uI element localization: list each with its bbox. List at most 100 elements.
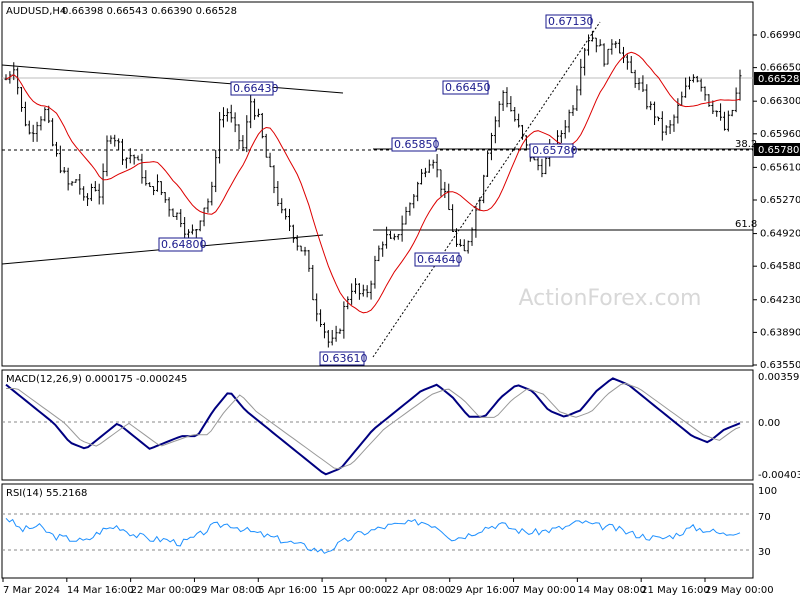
candle	[377, 245, 381, 262]
candle	[676, 98, 680, 124]
candle	[656, 116, 660, 122]
candle	[571, 105, 575, 116]
candle	[653, 101, 657, 125]
price-tick-label: 0.66300	[760, 96, 800, 107]
candle	[74, 179, 78, 183]
candle	[225, 108, 229, 122]
candle	[202, 207, 206, 227]
time-tick-label: 22 Apr 08:00	[386, 585, 451, 596]
candle	[140, 153, 144, 184]
candle	[567, 109, 571, 133]
time-tick-label: 29 May 00:00	[705, 585, 774, 596]
rsi-panel	[1, 483, 754, 579]
candle	[70, 181, 74, 186]
candle	[47, 105, 51, 124]
candle	[155, 174, 159, 192]
candle	[58, 145, 62, 174]
candle	[505, 87, 509, 108]
candle	[672, 114, 676, 132]
candle	[590, 30, 594, 42]
candle	[218, 111, 222, 164]
candle	[124, 157, 128, 169]
candle	[23, 101, 27, 127]
candle	[497, 101, 501, 128]
candle	[311, 264, 315, 301]
candle	[431, 159, 435, 169]
time-tick-label: 5 Apr 16:00	[258, 585, 317, 596]
candle	[31, 124, 35, 142]
candle	[357, 283, 361, 300]
candle	[253, 98, 257, 120]
candle	[369, 280, 373, 300]
candle	[381, 241, 385, 257]
candle	[198, 220, 202, 232]
candle	[454, 228, 458, 247]
price-tick-label: 0.63890	[760, 327, 800, 338]
candle	[260, 112, 264, 139]
time-tick-label: 29 Apr 16:00	[450, 585, 515, 596]
annotation-0.64640: 0.64640	[414, 252, 463, 267]
candle	[462, 239, 466, 252]
chart-header-ohlc: 0.66398 0.66543 0.66390 0.66528	[62, 6, 237, 17]
candle	[641, 75, 645, 92]
rsi-tick-label: 30	[758, 547, 771, 558]
candle	[501, 90, 505, 111]
candle	[695, 75, 699, 83]
rsi-line	[5, 517, 741, 554]
candle	[420, 168, 424, 185]
candle	[241, 135, 245, 152]
candle	[365, 285, 369, 298]
candle	[322, 322, 326, 339]
price-tick-label: 0.63550	[760, 360, 800, 371]
candle	[470, 227, 474, 246]
candle	[338, 328, 342, 334]
current-price-tag: 0.66528	[754, 72, 800, 85]
candle	[412, 194, 416, 209]
price-tick-label: 0.66650	[760, 63, 800, 74]
watermark: ActionForex.com	[519, 286, 702, 311]
candle	[400, 215, 404, 242]
candle	[268, 152, 272, 168]
candle	[303, 246, 307, 256]
time-tick-label: 29 Mar 08:00	[194, 585, 261, 596]
candle	[509, 96, 513, 112]
candle	[423, 167, 427, 178]
candle	[16, 67, 20, 95]
candle	[330, 329, 334, 346]
price-tick-label: 0.64580	[760, 261, 800, 272]
price-tick-label: 0.65960	[760, 129, 800, 140]
candle	[39, 116, 43, 131]
candle	[62, 166, 66, 174]
candle	[86, 193, 90, 207]
macd-signal-line	[6, 382, 741, 470]
candle	[699, 78, 703, 92]
candle	[183, 217, 187, 239]
candle	[664, 125, 668, 136]
candle	[649, 101, 653, 111]
candle	[668, 120, 672, 135]
candle	[295, 235, 299, 251]
chart-header-symbol: AUDUSD,H4	[6, 6, 66, 17]
candle	[43, 107, 47, 122]
candle	[109, 135, 113, 145]
candle	[684, 77, 688, 98]
candle	[326, 330, 330, 348]
candle	[66, 167, 70, 191]
candle	[618, 39, 622, 54]
candle	[93, 181, 97, 192]
candle	[159, 181, 163, 196]
time-tick-label: 7 May 00:00	[514, 585, 576, 596]
candle	[637, 77, 641, 91]
candle	[167, 197, 171, 217]
annotation-0.65780: 0.65780	[529, 143, 578, 158]
candle	[602, 43, 606, 67]
price-tick-label: 0.64230	[760, 295, 800, 306]
candle	[342, 301, 346, 339]
candle	[264, 133, 268, 158]
candle	[385, 226, 389, 249]
candle	[121, 138, 125, 165]
candle	[97, 183, 101, 205]
candle	[361, 284, 365, 297]
candle	[350, 283, 354, 305]
candle	[408, 202, 412, 216]
